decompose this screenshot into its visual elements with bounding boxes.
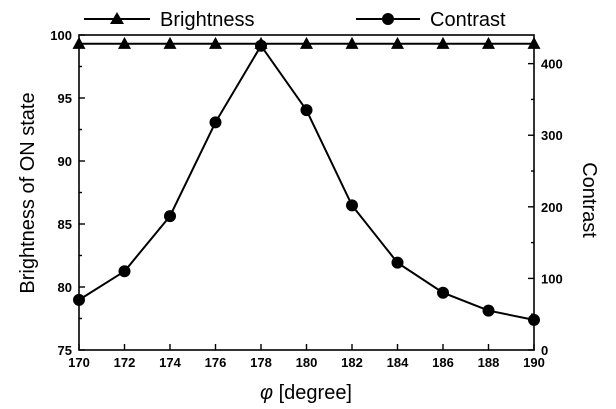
right-y-tick-label: 300 xyxy=(541,128,563,143)
right-y-axis-ticks: 0 100 200 300 400 xyxy=(528,57,563,358)
right-y-tick-label: 0 xyxy=(541,343,548,358)
data-point-contrast xyxy=(164,210,176,223)
right-y-tick-label: 200 xyxy=(541,200,563,215)
data-point-contrast xyxy=(300,104,313,117)
right-y-axis-title: Contrast xyxy=(578,162,600,238)
data-point-contrast xyxy=(346,199,358,212)
data-point-brightness xyxy=(391,36,404,49)
right-y-tick-label: 100 xyxy=(541,271,563,286)
legend-brightness-marker xyxy=(110,12,124,24)
left-y-tick-label: 85 xyxy=(58,217,72,232)
right-y-tick-label: 400 xyxy=(541,57,563,72)
legend: Brightness Contrast xyxy=(84,9,506,31)
x-tick-label: 190 xyxy=(523,355,545,370)
left-y-tick-label: 100 xyxy=(50,28,72,43)
x-tick-label: 184 xyxy=(387,355,409,370)
data-point-brightness xyxy=(527,36,541,49)
legend-item-contrast: Contrast xyxy=(356,9,506,31)
left-y-tick-label: 75 xyxy=(58,343,72,358)
data-point-brightness xyxy=(118,36,131,49)
x-tick-label: 186 xyxy=(432,355,454,370)
x-tick-label: 170 xyxy=(68,355,90,370)
legend-contrast-label: Contrast xyxy=(430,9,506,31)
data-point-contrast xyxy=(209,116,222,129)
plot-area-frame xyxy=(78,34,535,351)
series-line-contrast xyxy=(78,43,535,321)
data-point-contrast xyxy=(482,304,495,317)
legend-brightness-label: Brightness xyxy=(160,9,255,31)
left-y-tick-label: 80 xyxy=(58,280,72,295)
x-axis-title-unit: [degree] xyxy=(273,382,352,404)
x-tick-label: 180 xyxy=(296,355,318,370)
x-tick-label: 188 xyxy=(478,355,500,370)
series-layer xyxy=(72,36,541,326)
data-point-brightness xyxy=(300,36,313,49)
x-tick-label: 176 xyxy=(205,355,227,370)
data-point-contrast xyxy=(528,313,540,326)
data-point-brightness xyxy=(72,36,86,49)
data-point-contrast xyxy=(255,39,267,52)
x-axis-title: φ [degree] xyxy=(260,382,352,404)
x-tick-label: 182 xyxy=(341,355,363,370)
left-y-tick-label: 95 xyxy=(58,91,72,106)
data-point-brightness xyxy=(209,36,222,49)
x-axis-title-symbol: φ xyxy=(260,382,273,404)
data-point-brightness xyxy=(163,36,177,49)
x-tick-label: 178 xyxy=(250,355,272,370)
x-axis-ticks: 170 172 174 176 178 180 182 184 186 188 190 xyxy=(68,344,545,370)
data-point-brightness xyxy=(436,36,450,49)
left-y-axis-title: Brightness of ON state xyxy=(17,92,39,293)
data-point-contrast xyxy=(437,286,449,299)
data-point-brightness xyxy=(482,36,495,49)
legend-item-brightness: Brightness xyxy=(84,9,255,31)
data-point-contrast xyxy=(73,293,85,306)
x-tick-label: 174 xyxy=(159,355,181,370)
data-point-brightness xyxy=(345,36,359,49)
x-tick-label: 172 xyxy=(114,355,136,370)
legend-contrast-marker xyxy=(382,13,394,25)
data-point-contrast xyxy=(391,256,404,269)
data-point-contrast xyxy=(118,265,131,278)
left-y-axis-ticks: 75 80 85 90 95 100 xyxy=(50,28,85,358)
left-y-tick-label: 90 xyxy=(58,154,72,169)
